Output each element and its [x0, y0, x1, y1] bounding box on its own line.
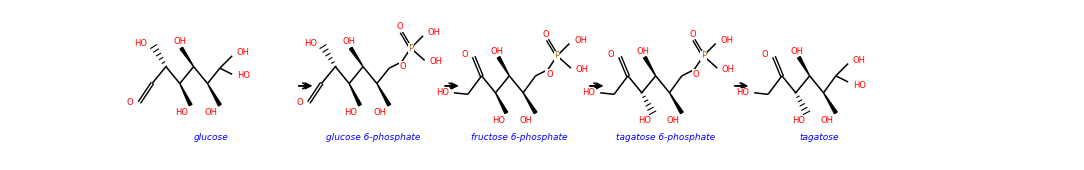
- Text: OH: OH: [575, 36, 588, 45]
- Text: HO: HO: [638, 116, 651, 125]
- Text: HO: HO: [737, 88, 750, 97]
- Text: OH: OH: [204, 108, 217, 117]
- Polygon shape: [377, 83, 390, 106]
- Text: HO: HO: [436, 88, 449, 97]
- Text: OH: OH: [173, 37, 186, 46]
- Text: tagatose 6-phosphate: tagatose 6-phosphate: [616, 133, 715, 142]
- Text: HO: HO: [853, 81, 866, 90]
- Text: OH: OH: [576, 65, 589, 74]
- Polygon shape: [180, 83, 192, 106]
- Text: OH: OH: [343, 37, 356, 46]
- Text: O: O: [693, 70, 699, 79]
- Text: OH: OH: [428, 28, 441, 37]
- Text: O: O: [607, 50, 614, 59]
- Polygon shape: [798, 57, 810, 76]
- Text: HO: HO: [236, 71, 249, 80]
- Polygon shape: [498, 57, 509, 76]
- Text: O: O: [127, 98, 133, 107]
- Text: OH: OH: [721, 36, 734, 45]
- Text: OH: OH: [722, 65, 735, 74]
- Text: OH: OH: [636, 47, 649, 56]
- Polygon shape: [349, 83, 361, 106]
- Text: OH: OH: [853, 56, 866, 65]
- Text: OH: OH: [821, 116, 834, 125]
- Text: O: O: [543, 30, 550, 39]
- Text: HO: HO: [792, 116, 805, 125]
- Polygon shape: [670, 93, 683, 114]
- Text: O: O: [689, 30, 696, 39]
- Text: O: O: [400, 62, 406, 71]
- Text: glucose: glucose: [194, 133, 229, 142]
- Text: OH: OH: [520, 116, 533, 125]
- Text: OH: OH: [491, 47, 504, 56]
- Text: OH: OH: [374, 108, 387, 117]
- Polygon shape: [824, 93, 837, 114]
- Text: tagatose: tagatose: [800, 133, 839, 142]
- Text: OH: OH: [791, 47, 804, 56]
- Text: P: P: [555, 51, 559, 60]
- Text: glucose 6-phosphate: glucose 6-phosphate: [326, 133, 421, 142]
- Text: O: O: [397, 22, 403, 31]
- Polygon shape: [644, 57, 656, 76]
- Text: HO: HO: [175, 108, 188, 117]
- Text: P: P: [701, 51, 706, 60]
- Text: OH: OH: [429, 57, 442, 66]
- Text: O: O: [296, 98, 304, 107]
- Text: HO: HO: [345, 108, 358, 117]
- Text: fructose 6-phosphate: fructose 6-phosphate: [472, 133, 568, 142]
- Text: O: O: [461, 50, 468, 59]
- Polygon shape: [524, 93, 537, 114]
- Polygon shape: [495, 93, 507, 114]
- Text: OH: OH: [666, 116, 679, 125]
- Text: OH: OH: [236, 48, 249, 57]
- Text: O: O: [761, 50, 769, 59]
- Text: P: P: [409, 44, 413, 53]
- Polygon shape: [349, 47, 363, 67]
- Text: HO: HO: [582, 88, 595, 97]
- Polygon shape: [207, 83, 221, 106]
- Polygon shape: [180, 47, 194, 67]
- Text: HO: HO: [304, 39, 317, 48]
- Text: O: O: [546, 70, 553, 79]
- Text: HO: HO: [134, 39, 147, 48]
- Text: HO: HO: [492, 116, 505, 125]
